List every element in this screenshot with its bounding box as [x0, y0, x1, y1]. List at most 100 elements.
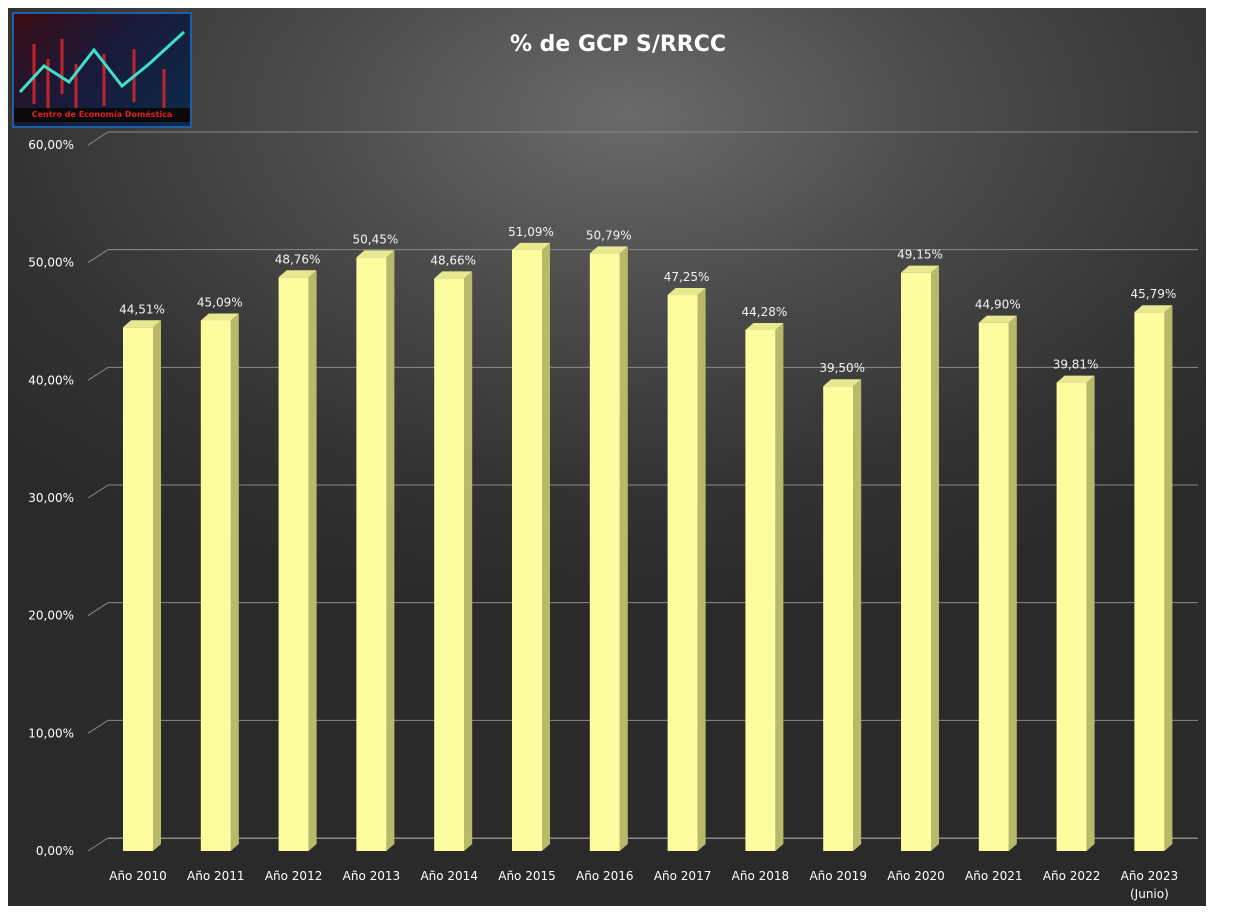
bar-side [619, 246, 628, 852]
bar-side [542, 242, 550, 851]
bar-front [978, 322, 1009, 852]
bar-top [356, 250, 395, 258]
bar-chart: 0,00% 10,00% 20,00% 30,00% 40,00% 50,00% 60,00… [28, 131, 1198, 901]
bar-top [434, 271, 473, 279]
chart-title: % de GCP S/RRCC [509, 32, 727, 57]
bar [823, 379, 862, 851]
bar-side [1164, 305, 1173, 851]
x-tick-label: Año 2020 [887, 869, 945, 883]
bar-top [901, 265, 939, 273]
bar-front [901, 272, 931, 851]
x-tick-note: (Junio) [1130, 887, 1169, 901]
bar-top [823, 379, 862, 387]
gridlines [87, 131, 1198, 852]
bar-side [775, 322, 784, 851]
bar-top [589, 246, 628, 254]
bar-front [589, 253, 620, 852]
data-label: 47,25% [664, 270, 710, 284]
gridline [87, 249, 1198, 264]
bar [356, 250, 395, 851]
bar-top [745, 322, 784, 330]
logo-graphic [18, 30, 186, 110]
bar-front [745, 329, 776, 851]
gridline [87, 837, 1198, 852]
bars [123, 242, 1173, 852]
bar-front [667, 295, 698, 851]
x-tick-label: Año 2019 [809, 869, 867, 883]
bar [1134, 305, 1173, 851]
bar-front [1056, 382, 1087, 851]
x-axis: 44,51% Año 2010 45,09% Año 2011 48,76% Año 20… [109, 225, 1178, 901]
gridline [87, 131, 1198, 146]
x-tick-label: Año 2011 [187, 869, 245, 883]
bar-front [278, 277, 309, 851]
x-tick-label: Año 2017 [654, 869, 712, 883]
x-tick-label: Año 2010 [109, 869, 167, 883]
bar-side [464, 271, 473, 852]
bar [278, 270, 317, 851]
gridline [87, 366, 1198, 381]
bar-top [1134, 305, 1173, 313]
gridline [87, 719, 1198, 734]
bar-side [386, 250, 395, 851]
x-tick-label: Año 2023 [1121, 869, 1179, 883]
data-label: 48,76% [275, 252, 321, 266]
bar [512, 242, 550, 851]
x-tick-label: Año 2016 [576, 869, 634, 883]
data-label: 49,15% [897, 248, 943, 262]
bar [1056, 375, 1095, 851]
logo-caption: Centro de Economía Doméstica [14, 108, 190, 122]
data-label: 44,28% [742, 305, 788, 319]
bar-front [434, 278, 465, 852]
bar [901, 265, 939, 851]
x-tick-label: Año 2012 [265, 869, 323, 883]
bar-front [1134, 312, 1165, 851]
gridline [87, 602, 1198, 617]
bar-side [1086, 375, 1095, 851]
bar-top [123, 320, 161, 328]
y-tick-label: 0,00% [36, 844, 74, 858]
data-label: 48,66% [430, 253, 476, 267]
bar-side [1008, 315, 1017, 852]
bar-front [200, 320, 231, 851]
bar-front [356, 257, 387, 851]
gridline [87, 484, 1198, 499]
y-tick-label: 10,00% [28, 726, 74, 740]
logo: Centro de Economía Doméstica [12, 12, 192, 128]
y-tick-label: 50,00% [28, 256, 74, 270]
x-tick-label: Año 2021 [965, 869, 1023, 883]
y-tick-label: 20,00% [28, 609, 74, 623]
x-tick-label: Año 2013 [343, 869, 401, 883]
bar-front [823, 386, 854, 851]
y-tick-label: 40,00% [28, 373, 74, 387]
bar-top [1056, 375, 1095, 383]
chart-frame: Centro de Economía Doméstica % de GCP S/… [8, 8, 1206, 906]
x-tick-label: Año 2015 [498, 869, 556, 883]
bar [667, 288, 706, 851]
bar-top [978, 315, 1017, 323]
bar [745, 322, 784, 851]
data-label: 51,09% [508, 225, 554, 239]
bar-side [853, 379, 862, 851]
data-label: 44,51% [119, 302, 165, 316]
data-label: 50,45% [353, 232, 399, 246]
data-label: 39,50% [819, 361, 865, 375]
x-tick-label: Año 2018 [732, 869, 790, 883]
bar-side [308, 270, 317, 851]
data-label: 50,79% [586, 228, 632, 242]
bar-front [123, 327, 153, 852]
x-tick-label: Año 2022 [1043, 869, 1101, 883]
y-tick-label: 60,00% [28, 138, 74, 152]
bar-side [697, 288, 706, 851]
data-label: 45,09% [197, 295, 243, 309]
bar [978, 315, 1017, 852]
bar-side [230, 313, 239, 851]
y-axis: 0,00% 10,00% 20,00% 30,00% 40,00% 50,00% 60,00… [28, 138, 74, 858]
data-label: 45,79% [1131, 287, 1177, 301]
bar [200, 313, 239, 851]
bar [589, 246, 628, 852]
bar [434, 271, 473, 852]
bar-top [512, 242, 550, 250]
bar-top [200, 313, 239, 321]
data-label: 39,81% [1053, 358, 1099, 372]
